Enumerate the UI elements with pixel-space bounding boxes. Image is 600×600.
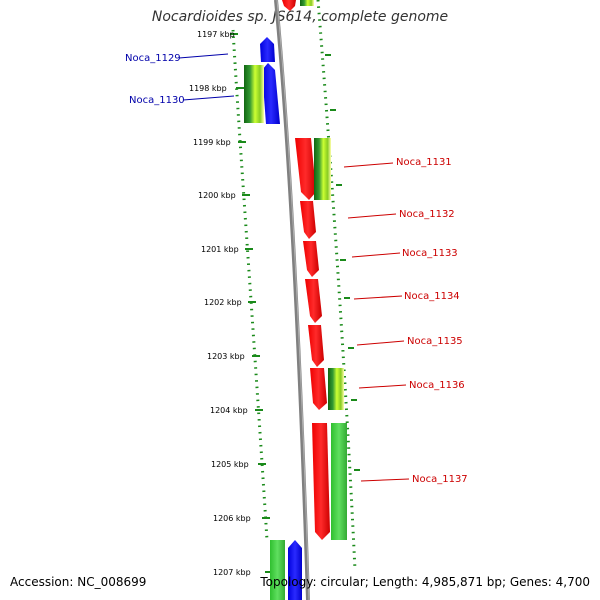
genome-info-text: Topology: circular; Length: 4,985,871 bp… bbox=[260, 575, 590, 589]
label-leader-lines bbox=[178, 53, 410, 482]
gene-noca-1136 bbox=[310, 368, 344, 410]
gene-noca-1131 bbox=[295, 138, 331, 200]
gene-noca-1137 bbox=[312, 423, 347, 540]
scale-label: 1202 kbp bbox=[204, 298, 242, 307]
gene-label: Noca_1131 bbox=[396, 157, 452, 168]
scale-label: 1206 kbp bbox=[213, 514, 251, 523]
gene-noca-1134 bbox=[305, 279, 322, 323]
gene-noca-1132 bbox=[300, 201, 316, 239]
scale-track bbox=[231, 0, 357, 571]
gene-noca-1135 bbox=[308, 325, 324, 367]
genome-backbone bbox=[274, 0, 310, 600]
gene-label: Noca_1132 bbox=[399, 209, 455, 220]
scale-labels: 1197 kbp 1198 kbp 1199 kbp 1200 kbp 1201… bbox=[189, 30, 251, 577]
scale-label: 1203 kbp bbox=[207, 352, 245, 361]
gene-noca-1130 bbox=[244, 63, 280, 124]
scale-label: 1199 kbp bbox=[193, 138, 231, 147]
gene-labels: Noca_1129 Noca_1130 Noca_1131 Noca_1132 … bbox=[125, 53, 468, 485]
gene-label: Noca_1136 bbox=[409, 380, 465, 391]
scale-label: 1200 kbp bbox=[198, 191, 236, 200]
gene-top-partial bbox=[282, 0, 314, 11]
gene-label: Noca_1130 bbox=[129, 95, 185, 106]
genome-title: Nocardioides sp. JS614, complete genome bbox=[151, 9, 449, 25]
scale-label: 1198 kbp bbox=[189, 84, 227, 93]
scale-label: 1204 kbp bbox=[210, 406, 248, 415]
gene-label: Noca_1135 bbox=[407, 336, 463, 347]
scale-label: 1205 kbp bbox=[211, 460, 249, 469]
gene-noca-1133 bbox=[303, 241, 319, 277]
scale-label: 1197 kbp bbox=[197, 30, 235, 39]
accession-text: Accession: NC_008699 bbox=[10, 575, 147, 589]
gene-bottom-partial bbox=[270, 540, 302, 600]
genome-backbone-highlight bbox=[276, 0, 310, 600]
scale-label: 1201 kbp bbox=[201, 245, 239, 254]
gene-noca-1129 bbox=[260, 37, 275, 62]
gene-label: Noca_1134 bbox=[404, 291, 460, 302]
scale-label: 1207 kbp bbox=[213, 568, 251, 577]
gene-label: Noca_1137 bbox=[412, 474, 468, 485]
gene-label: Noca_1133 bbox=[402, 248, 458, 259]
gene-label: Noca_1129 bbox=[125, 53, 181, 64]
